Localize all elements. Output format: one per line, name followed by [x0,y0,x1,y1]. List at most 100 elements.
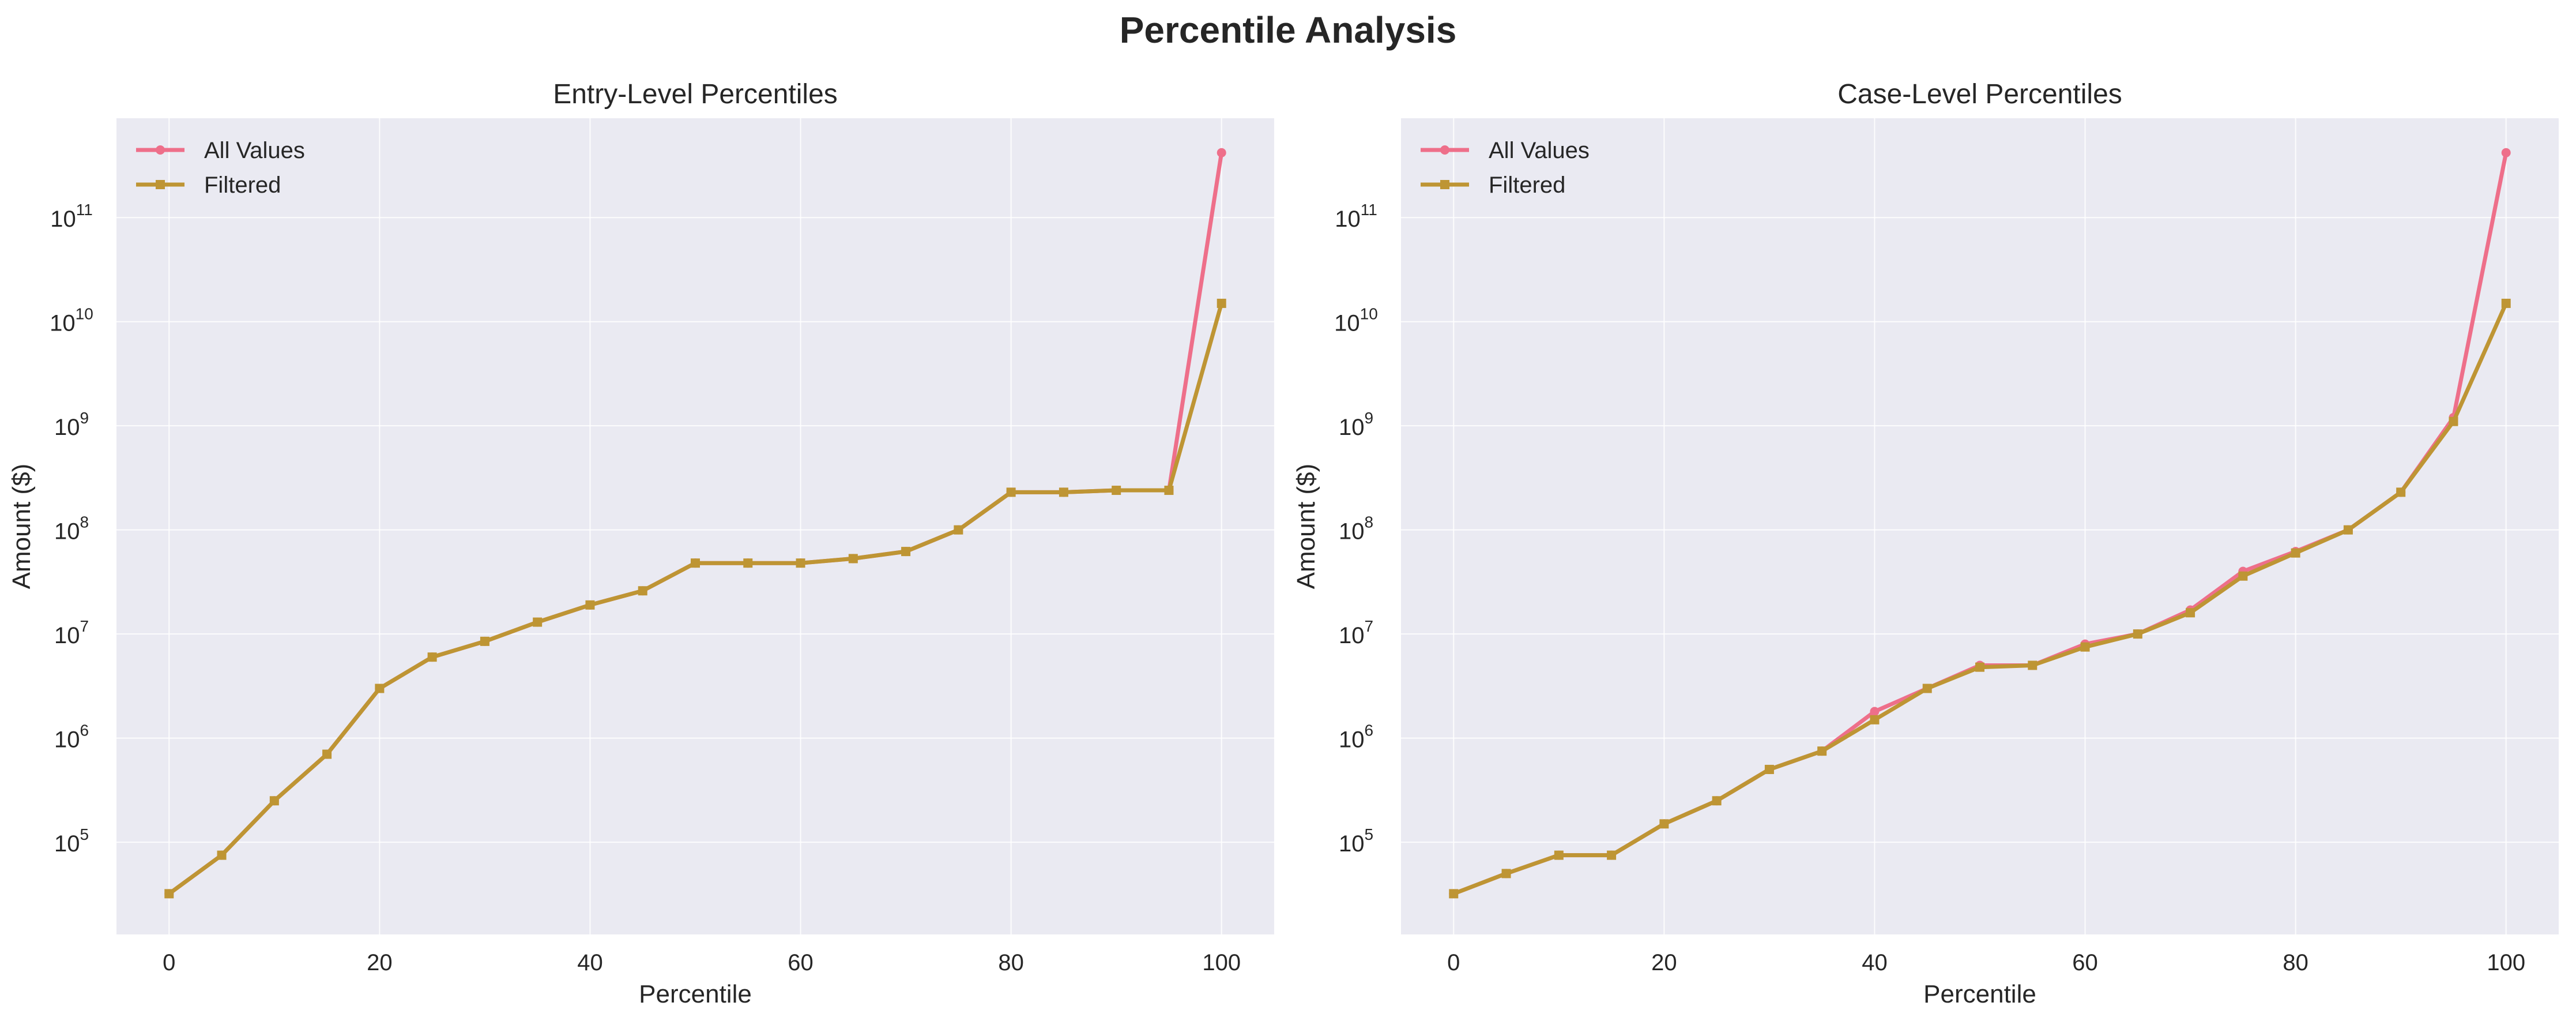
data-point [269,796,279,806]
data-point [322,749,332,759]
data-point [954,525,963,535]
legend-label-all-values: All Values [1489,138,1590,163]
y-tick-exponent: 8 [1364,513,1373,531]
y-tick-label: 1010 [50,305,93,336]
y-tick-label: 105 [1339,825,1373,857]
x-tick-label: 100 [2487,950,2525,975]
figure-title: Percentile Analysis [1120,9,1457,51]
x-tick-label: 20 [1651,950,1677,975]
y-tick-base: 10 [1339,519,1365,545]
y-tick-label: 108 [1339,513,1373,545]
x-axis-label: Percentile [1923,980,2036,1008]
data-point [1449,889,1459,899]
x-tick-label: 80 [2283,950,2308,975]
y-tick-label: 1010 [1334,305,1378,336]
data-point [2080,642,2090,652]
y-tick-base: 10 [1334,311,1360,336]
data-point [2028,660,2038,670]
y-tick-label: 1011 [1335,201,1377,232]
series-filtered [1449,298,2511,899]
data-point [1501,869,1511,878]
y-tick-exponent: 8 [80,513,89,531]
y-tick-base: 10 [54,623,80,648]
y-tick-label: 1011 [50,201,93,232]
legend: All Values Filtered [1421,138,1590,198]
data-point [2449,416,2458,426]
y-tick-label: 107 [54,617,89,648]
x-tick-label: 80 [998,950,1024,975]
data-point [2238,571,2248,581]
data-point [1975,662,1984,672]
y-tick-base: 10 [1339,727,1365,753]
data-point [638,586,647,596]
chart-entry-level: 0 20 40 60 80 10010510610710810910101011Entry… [7,79,1274,1008]
y-tick-base: 10 [1339,415,1365,440]
data-point [2396,487,2406,497]
y-tick-base: 10 [1339,831,1365,857]
data-point [1817,746,1827,756]
x-tick-label: 40 [1862,950,1888,975]
data-point [901,547,911,557]
data-point [1607,850,1617,860]
data-point [1922,684,1932,693]
legend-marker [156,180,165,189]
data-point [1112,486,1121,495]
data-point [164,889,174,899]
y-axis-label: Amount ($) [1292,464,1320,590]
legend-label-filtered: Filtered [204,172,281,198]
data-point [375,684,385,693]
data-point [691,558,700,568]
x-tick-label: 40 [577,950,603,975]
data-point [1164,486,1174,495]
y-tick-exponent: 11 [76,201,93,219]
plot-area [116,118,1274,934]
y-tick-label: 107 [1339,617,1373,648]
data-point [2291,548,2300,558]
y-tick-base: 10 [54,831,80,857]
x-tick-label: 60 [2072,950,2098,975]
data-point [796,558,805,568]
x-tick-label: 100 [1202,950,1241,975]
y-tick-exponent: 6 [1364,722,1373,739]
y-tick-label: 105 [54,825,89,857]
y-tick-label: 106 [1339,722,1373,753]
data-point [585,600,595,610]
x-tick-label: 60 [788,950,814,975]
y-tick-exponent: 6 [80,722,89,739]
y-tick-exponent: 9 [1364,409,1373,427]
y-tick-exponent: 11 [1361,201,1377,219]
data-point [1554,850,1564,860]
legend-label-all-values: All Values [204,138,305,163]
data-point [427,652,437,662]
data-point [1006,487,1016,497]
data-point [848,554,858,564]
y-tick-base: 10 [50,311,76,336]
chart-title: Entry-Level Percentiles [553,79,838,110]
data-point [1659,819,1669,829]
legend-marker [1440,145,1449,155]
data-point [2186,608,2195,618]
y-tick-label: 106 [54,722,89,753]
x-tick-label: 0 [163,950,175,975]
plot-area [1401,118,2559,934]
y-axis-label: Amount ($) [7,464,36,590]
data-point [2133,629,2142,639]
y-tick-base: 10 [54,519,80,545]
data-point [2501,148,2511,157]
y-tick-label: 109 [54,409,89,440]
y-tick-base: 10 [50,206,76,232]
data-point [1217,148,1226,157]
data-point [533,617,543,627]
y-tick-exponent: 9 [80,409,89,427]
y-tick-exponent: 5 [1364,825,1373,843]
legend-label-filtered: Filtered [1489,172,1565,198]
data-point [1764,764,1774,774]
x-axis-label: Percentile [639,980,752,1008]
data-point [2343,525,2353,535]
y-tick-label: 109 [1339,409,1373,440]
data-point [2501,298,2511,308]
legend-marker [156,145,165,155]
y-tick-base: 10 [54,415,80,440]
y-tick-exponent: 7 [80,617,89,635]
